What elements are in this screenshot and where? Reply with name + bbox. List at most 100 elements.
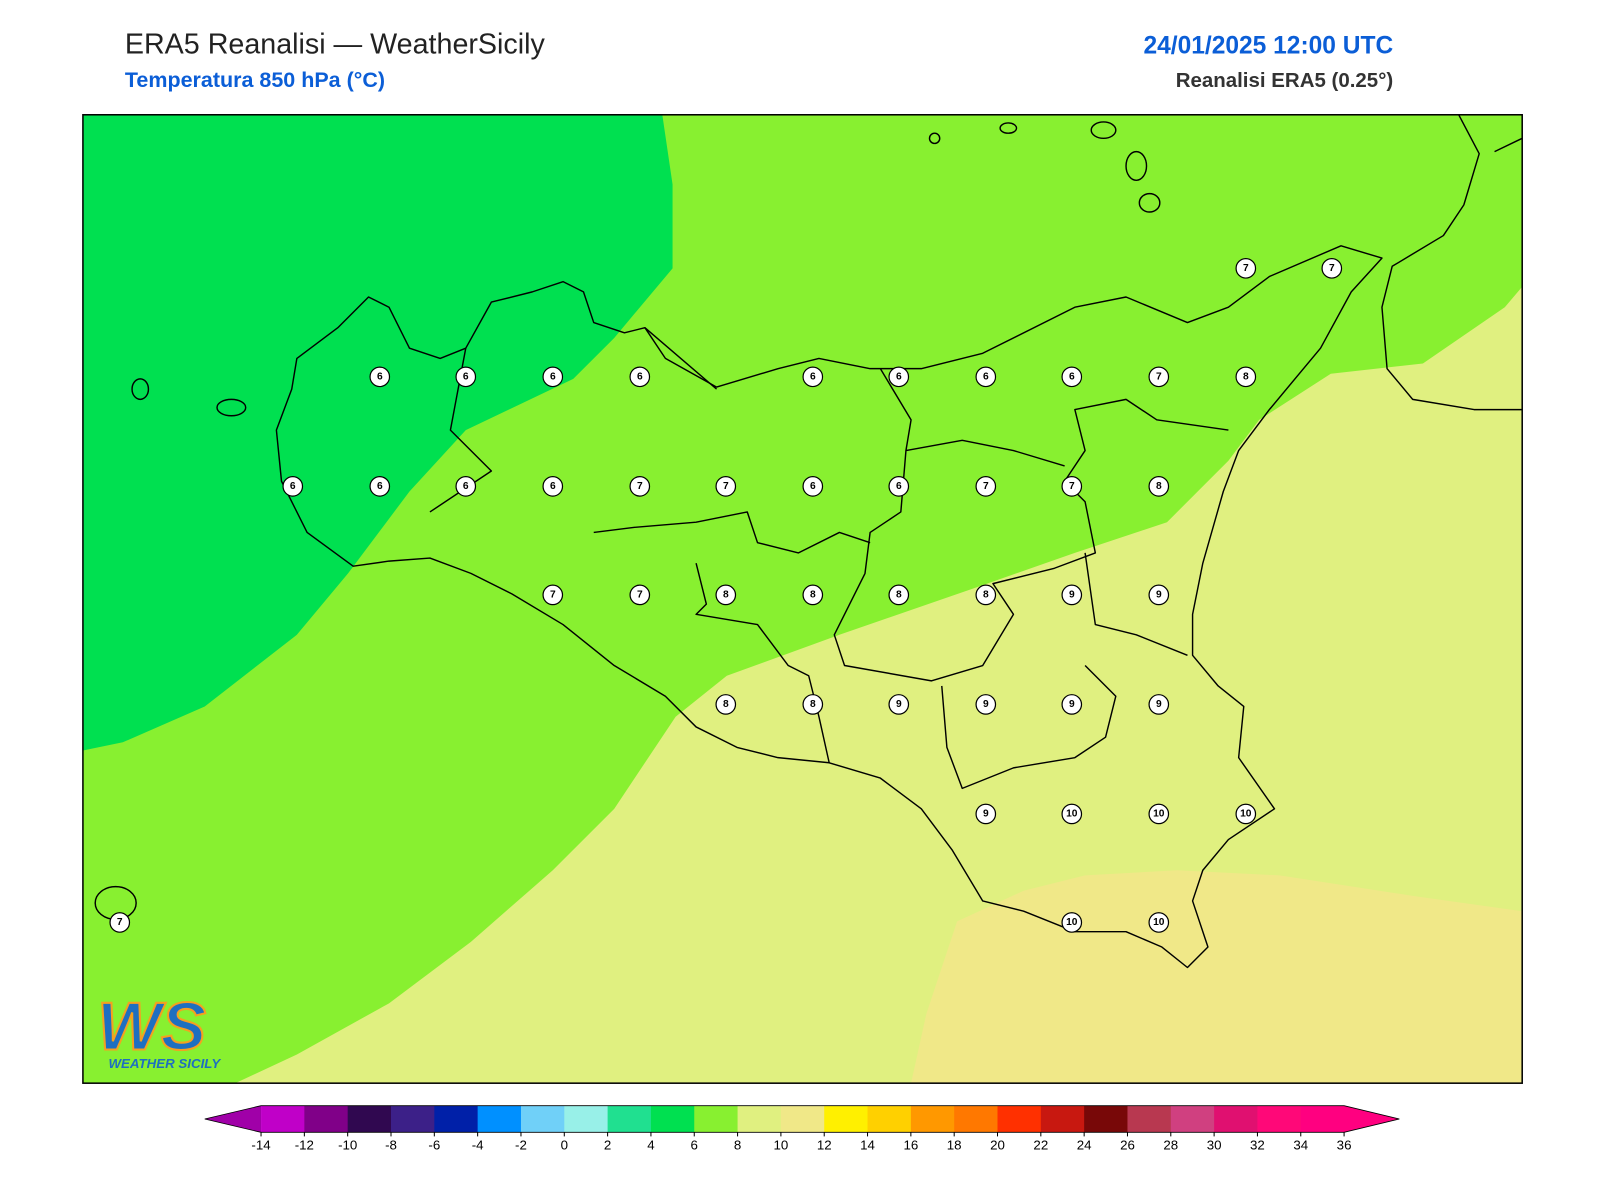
colorbar-segment [737, 1105, 782, 1133]
station-value: 9 [896, 699, 902, 710]
station-marker [282, 476, 304, 497]
coastlines [94, 114, 1523, 969]
station-marker [1321, 257, 1343, 279]
station-value: 8 [723, 699, 729, 710]
island [131, 378, 150, 401]
colorbar-tick-label: 26 [1120, 1138, 1135, 1153]
station: 7 [629, 476, 651, 497]
sicily-coast [275, 245, 1383, 969]
station-value: 8 [1243, 371, 1249, 382]
station: 6 [888, 476, 910, 497]
datetime: 24/01/2025 12:00 UTC [1143, 32, 1393, 59]
station-value: 6 [896, 481, 902, 492]
station: 6 [975, 366, 997, 388]
station-marker [542, 476, 564, 497]
calabria-coast [1381, 114, 1523, 411]
station-marker [629, 476, 651, 497]
colorbar-segment [1257, 1105, 1302, 1133]
station-marker [369, 366, 391, 388]
colorbar-segment [304, 1105, 349, 1133]
island [216, 398, 247, 417]
station-value: 7 [637, 481, 643, 492]
station: 8 [802, 694, 824, 715]
station: 7 [1061, 476, 1083, 497]
colorbar-tick-label: -2 [515, 1138, 527, 1153]
station-value: 10 [1153, 808, 1165, 819]
station: 6 [1061, 366, 1083, 388]
station-value: 9 [1156, 699, 1162, 710]
island [1125, 150, 1148, 182]
colorbar-segment [1127, 1105, 1172, 1133]
colorbar-segment [954, 1105, 999, 1133]
colorbar-segment [1300, 1105, 1345, 1133]
station-marker [1148, 694, 1170, 715]
station-marker [455, 366, 477, 388]
station-marker [888, 366, 910, 388]
colorbar-segment [780, 1105, 825, 1133]
station-marker [715, 476, 737, 497]
station: 7 [1148, 366, 1170, 388]
station-value: 6 [810, 371, 816, 382]
station: 6 [802, 476, 824, 497]
station-value: 9 [983, 808, 989, 819]
station: 7 [1321, 257, 1343, 279]
station-marker [455, 476, 477, 497]
colorbar-tick-label: 30 [1207, 1138, 1222, 1153]
logo-name: WEATHER SICILY [109, 1056, 222, 1071]
station-value: 8 [723, 589, 729, 600]
station-value: 6 [290, 481, 296, 492]
station: 9 [1148, 584, 1170, 606]
colorbar-segment [520, 1105, 565, 1133]
station-marker [1061, 912, 1083, 933]
colorbar-tick-label: -8 [385, 1138, 397, 1153]
station-marker [802, 584, 824, 606]
colorbar-tick-label: 0 [561, 1138, 568, 1153]
colorbar-segment [564, 1105, 609, 1133]
colorbar-segment [607, 1105, 652, 1133]
station: 7 [109, 912, 131, 933]
station-marker [715, 694, 737, 715]
field-band [911, 870, 1523, 1084]
station-marker [888, 694, 910, 715]
station: 7 [542, 584, 564, 606]
station-marker [1061, 803, 1083, 825]
colorbar-tick-label: 8 [734, 1138, 741, 1153]
station: 8 [715, 584, 737, 606]
province-border [429, 327, 1229, 790]
station: 6 [542, 476, 564, 497]
station: 6 [369, 366, 391, 388]
colorbar-tick-label: 22 [1033, 1138, 1048, 1153]
colorbar-tick-label: 4 [647, 1138, 654, 1153]
station: 6 [629, 366, 651, 388]
field-band [82, 114, 673, 751]
station: 6 [455, 366, 477, 388]
station: 10 [1235, 803, 1257, 825]
colorbar-tick-label: 24 [1077, 1138, 1092, 1153]
station: 10 [1061, 912, 1083, 933]
colorbar-tick-label: 32 [1250, 1138, 1265, 1153]
station-marker [1061, 476, 1083, 497]
island [1090, 121, 1117, 140]
station-value: 6 [550, 481, 556, 492]
station-marker [888, 476, 910, 497]
station: 8 [802, 584, 824, 606]
colorbar-segment [1040, 1105, 1085, 1133]
station-value: 6 [463, 371, 469, 382]
station-marker [1061, 584, 1083, 606]
colorbar-tick-label: -12 [295, 1138, 314, 1153]
station-value: 7 [1329, 263, 1335, 274]
station-value: 7 [550, 589, 556, 600]
colorbar-tick-label: -14 [251, 1138, 270, 1153]
station-marker [109, 912, 131, 933]
colorbar-tick-label: 2 [604, 1138, 611, 1153]
colorbar-extend-high [1344, 1105, 1400, 1133]
colorbar-segment [347, 1105, 392, 1133]
station-value: 10 [1240, 808, 1252, 819]
station: 9 [888, 694, 910, 715]
station-marker [629, 584, 651, 606]
colorbar-segment [824, 1105, 869, 1133]
station-marker [1235, 366, 1257, 388]
station: 10 [1148, 912, 1170, 933]
colorbar-tick-label: 28 [1163, 1138, 1178, 1153]
